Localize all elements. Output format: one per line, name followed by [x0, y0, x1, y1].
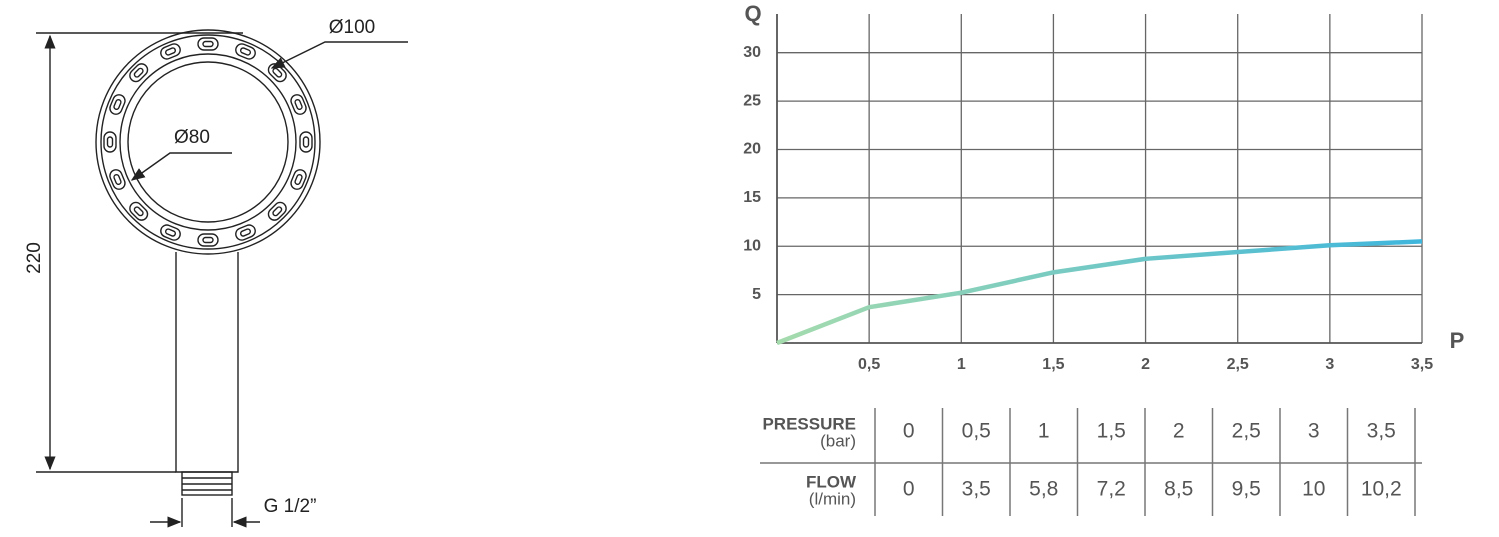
nozzle-inner	[302, 136, 310, 148]
y-tick-label: 10	[743, 237, 761, 254]
nozzle	[197, 37, 219, 51]
cell: 8,5	[1164, 478, 1193, 501]
cell: 2,5	[1232, 420, 1261, 443]
x-axis-label: P	[1450, 328, 1465, 353]
y-axis-label: Q	[744, 1, 761, 26]
length-label: 220	[24, 242, 45, 274]
nozzle-inner	[202, 40, 214, 48]
cell: 9,5	[1232, 478, 1261, 501]
nozzle-inner	[239, 228, 252, 237]
nozzle-outer	[299, 131, 313, 153]
nozzle-outer	[290, 94, 307, 115]
nozzle-outer	[290, 169, 307, 190]
nozzle	[197, 233, 219, 247]
nozzle-outer	[109, 94, 126, 115]
x-tick-label: 0,5	[858, 356, 880, 373]
nozzle-outer	[109, 169, 126, 190]
row-unit: (l/min)	[809, 489, 856, 508]
cell: 0,5	[962, 420, 991, 443]
nozzle-inner	[113, 98, 122, 111]
x-tick-label: 1,5	[1042, 356, 1064, 373]
nozzle-inner	[113, 173, 122, 186]
y-tick-label: 30	[743, 44, 761, 61]
nozzle-outer	[103, 131, 117, 153]
diameter-label: Ø80	[174, 127, 210, 148]
nozzle-outer	[267, 201, 287, 221]
row-label: PRESSURE	[762, 414, 856, 433]
nozzle-inner	[294, 173, 303, 186]
nozzle-inner	[294, 98, 303, 111]
cell: 10,2	[1361, 478, 1402, 501]
nozzle-inner	[164, 47, 177, 56]
cell: 0	[903, 420, 915, 443]
x-tick-label: 3	[1325, 356, 1334, 373]
y-tick-label: 25	[743, 92, 761, 109]
row-unit: (bar)	[820, 431, 856, 450]
cell: 1	[1038, 420, 1050, 443]
nozzle	[160, 43, 181, 60]
nozzle	[267, 201, 287, 221]
nozzle-inner	[106, 136, 114, 148]
nozzle	[109, 94, 126, 115]
nozzle-inner	[133, 67, 144, 78]
cell: 1,5	[1097, 420, 1126, 443]
line	[776, 239, 1423, 346]
nozzle-outer	[235, 43, 256, 60]
nozzle-inner	[133, 206, 144, 217]
nozzle	[129, 201, 149, 221]
nozzle	[290, 169, 307, 190]
technical-drawing	[36, 29, 408, 528]
nozzle-outer	[160, 43, 181, 60]
row-label: FLOW	[806, 472, 857, 491]
nozzle-inner	[202, 236, 214, 244]
cell: 5,8	[1029, 478, 1058, 501]
thread-label: G 1/2”	[264, 496, 317, 517]
cell: 2	[1173, 420, 1185, 443]
x-tick-label: 1	[957, 356, 966, 373]
cell: 3	[1308, 420, 1320, 443]
cell: 7,2	[1097, 478, 1126, 501]
nozzle-inner	[239, 47, 252, 56]
nozzle-outer	[129, 63, 149, 83]
nozzle	[299, 131, 313, 153]
table: PRESSURE(bar) 0 0,5 1 1,5 2 2,5 3 3,5 FLOW(l/min)…	[760, 408, 1422, 516]
x-tick-label: 2	[1141, 356, 1150, 373]
nozzle	[160, 224, 181, 241]
x-tick-label: 3,5	[1411, 356, 1433, 373]
x-tick-label: 2,5	[1227, 356, 1249, 373]
cell: 10	[1302, 478, 1325, 501]
nozzle-inner	[272, 206, 283, 217]
nozzle-inner	[272, 67, 283, 78]
nozzle	[129, 63, 149, 83]
y-tick-label: 20	[743, 141, 761, 158]
diameter-label: Ø100	[329, 17, 375, 38]
nozzle	[109, 169, 126, 190]
nozzle-outer	[129, 201, 149, 221]
nozzle-outer	[160, 224, 181, 241]
nozzle-inner	[164, 228, 177, 237]
y-tick-label: 15	[743, 189, 761, 206]
nozzle-outer	[197, 37, 219, 51]
nozzle	[290, 94, 307, 115]
cell: 0	[903, 478, 915, 501]
chart: 5 10 15 20 25 30 0,5 1 1,5 2 2,5 3 3,5 Q P	[743, 1, 1464, 373]
y-tick-label: 5	[752, 286, 761, 303]
cell: 3,5	[962, 478, 991, 501]
nozzle	[235, 224, 256, 241]
cell: 3,5	[1367, 420, 1396, 443]
nozzle-outer	[197, 233, 219, 247]
nozzle	[103, 131, 117, 153]
nozzle-outer	[235, 224, 256, 241]
